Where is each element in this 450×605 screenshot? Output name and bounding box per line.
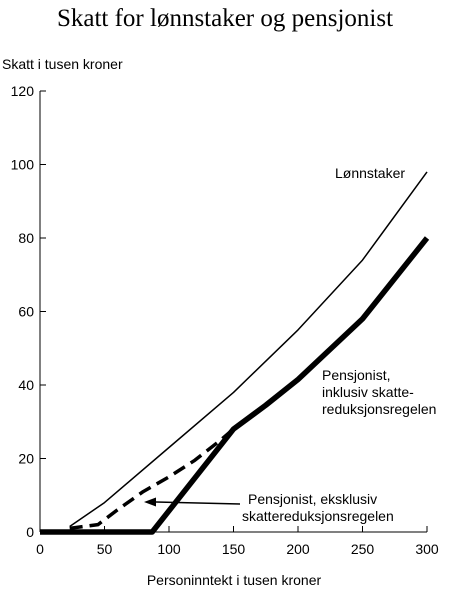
- x-tick-label: 300: [415, 541, 439, 557]
- series-lonnstaker-line: [69, 171, 428, 528]
- annotation-inklusiv-line-2: inklusiv skatte-: [322, 384, 414, 400]
- y-tick-label: 80: [18, 230, 34, 246]
- y-tick-label: 0: [26, 524, 34, 540]
- x-tick-label: 50: [97, 541, 113, 557]
- annotation-arrow-head: [144, 497, 156, 507]
- x-tick-label: 100: [157, 541, 181, 557]
- axes: 0 20 40 60 80 100 120 0 50 100 150 200 250 300: [11, 83, 439, 557]
- svg-text:Pensjonist, eksklusiv sk: Pensjonist, eksklusiv skattereduksjonsre…: [242, 491, 394, 524]
- x-tick-label: 0: [36, 541, 44, 557]
- series-layer: [40, 171, 430, 535]
- annotation-eksklusiv-line-2: skattereduksjonsregelen: [242, 508, 394, 524]
- x-tick-label: 200: [286, 541, 310, 557]
- annotation-arrow-line: [155, 501, 241, 505]
- y-tick-label: 20: [18, 451, 34, 467]
- y-tick-label: 40: [18, 377, 34, 393]
- annotation-pensjonist-inklusiv: Pensjonist, inklusiv skatte- reduksjonsr…: [322, 367, 436, 417]
- annotation-eksklusiv-line-1: Pensjonist, eksklusiv: [248, 491, 377, 507]
- annotation-inklusiv-line-3: reduksjonsregelen: [322, 401, 436, 417]
- y-tick-label: 100: [11, 157, 35, 173]
- y-tick-label: 120: [11, 83, 35, 99]
- y-axis-label: Skatt i tusen kroner: [2, 56, 123, 72]
- x-axis-label: Personinntekt i tusen kroner: [147, 572, 322, 588]
- x-tick-label: 150: [222, 541, 246, 557]
- series-pensjonist-eksklusiv-line: [69, 427, 235, 531]
- chart-title: Skatt for lønnstaker og pensjonist: [57, 5, 393, 32]
- series-pensjonist-inklusiv-line: [40, 236, 430, 535]
- annotation-lonnstaker-line: Lønnstaker: [335, 165, 405, 181]
- x-tick-label: 250: [351, 541, 375, 557]
- y-tick-label: 60: [18, 304, 34, 320]
- svg-text:Pensjonist, inklusiv ska: Pensjonist, inklusiv skatte- reduksjonsr…: [322, 367, 436, 417]
- annotation-inklusiv-line-1: Pensjonist,: [322, 367, 390, 383]
- annotation-pensjonist-eksklusiv: Pensjonist, eksklusiv skattereduksjonsre…: [144, 491, 394, 524]
- svg-text:Lønnstaker: Lønnstaker: [335, 165, 405, 181]
- annotation-lonnstaker: Lønnstaker: [335, 165, 405, 181]
